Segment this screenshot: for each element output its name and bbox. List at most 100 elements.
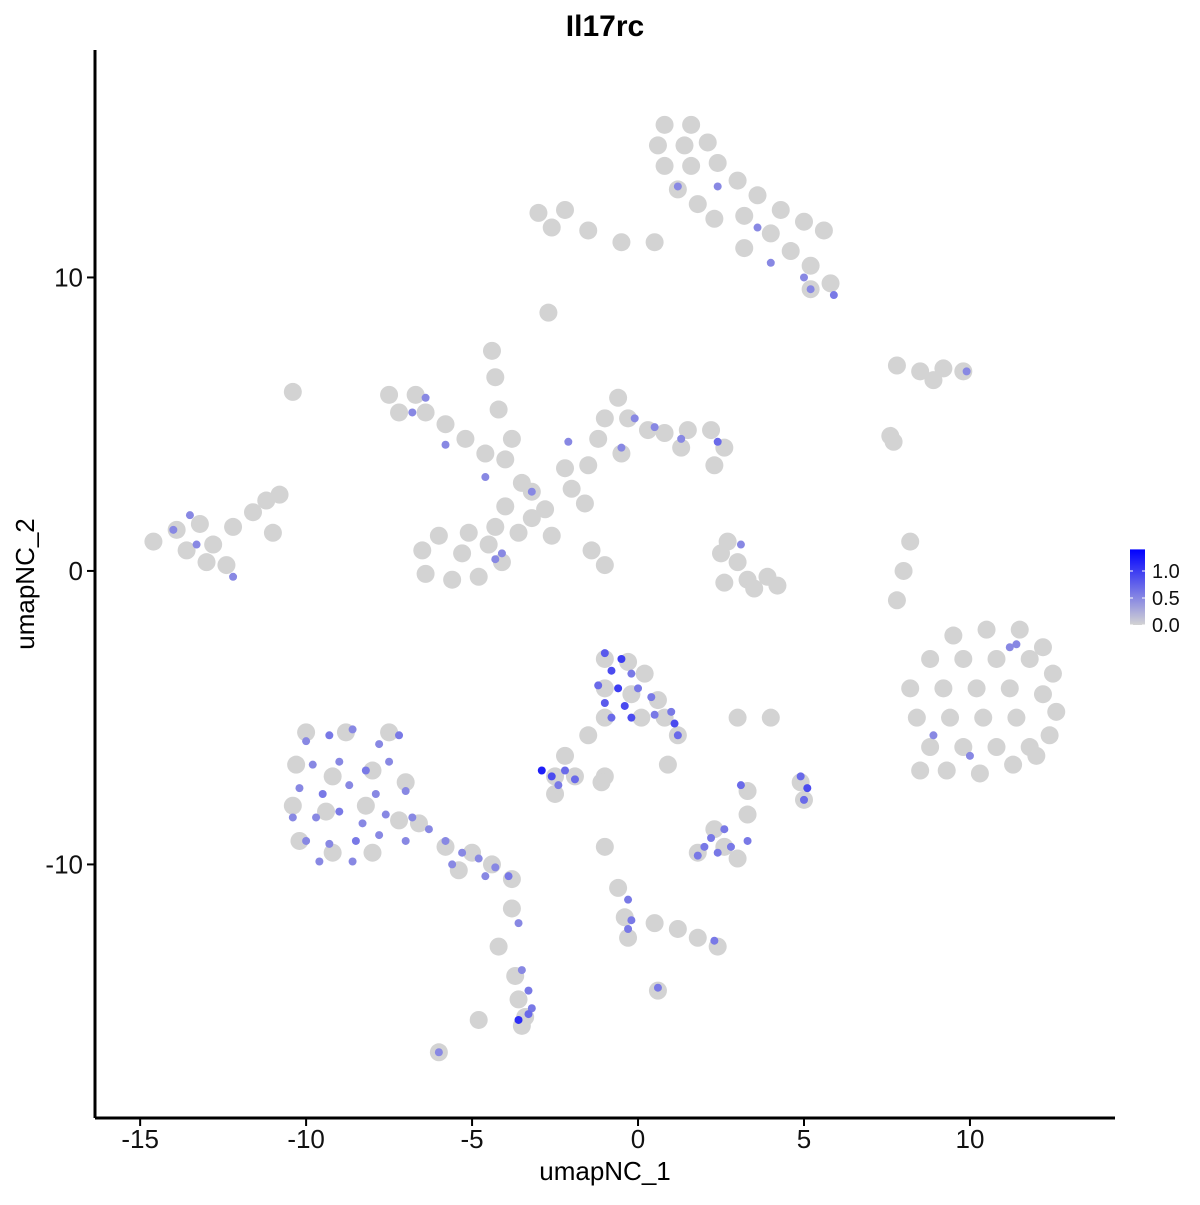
point [380,385,399,404]
point [497,549,506,558]
x-tick-label: -10 [287,1124,325,1154]
point [650,710,659,719]
point [375,831,384,840]
point [655,156,674,175]
point [363,843,382,862]
point [335,757,344,766]
point [443,570,462,589]
point [517,966,526,975]
point [954,649,973,668]
point [144,532,163,551]
point [911,761,930,780]
point [607,713,616,722]
point [546,784,565,803]
point [401,787,410,796]
point [934,679,953,698]
point [401,836,410,845]
point [595,556,614,575]
point [987,649,1006,668]
colorbar-label: 0.5 [1152,588,1180,610]
point [295,784,304,793]
point [453,544,472,563]
point [406,385,425,404]
point [736,540,745,549]
point [318,789,327,798]
point [612,233,631,252]
point [375,740,384,749]
point [514,919,523,928]
point [1033,685,1052,704]
point [416,403,435,422]
point [677,434,686,443]
point [547,772,556,781]
point [612,444,631,463]
point [491,863,500,872]
point [736,781,745,790]
point [768,576,787,595]
point [967,679,986,698]
point [315,857,324,866]
point [829,291,838,300]
point [395,731,404,740]
point [436,837,455,856]
point [672,438,691,457]
point [476,444,495,463]
point [579,726,598,745]
point [429,526,448,545]
point [688,195,707,214]
point [536,500,555,519]
point [728,171,747,190]
point [688,928,707,947]
point [609,878,628,897]
point [735,206,754,225]
point [634,684,643,693]
point [944,626,963,645]
point [481,872,490,881]
colorbar [1130,549,1145,625]
point [682,115,701,134]
point [263,523,282,542]
point [624,924,633,933]
point [705,209,724,228]
point [1043,664,1062,683]
y-tick-label: 10 [54,262,83,292]
point [482,855,501,874]
point [416,564,435,583]
point [728,553,747,572]
point [290,831,309,850]
point [481,473,490,482]
point [482,341,501,360]
point [650,423,659,432]
point [667,707,676,716]
point [542,218,561,237]
point [713,848,722,857]
point [705,820,724,839]
point [801,256,820,275]
point [502,870,521,889]
point [556,459,575,478]
point [607,666,616,675]
point [504,872,513,881]
point [469,1010,488,1029]
point [308,760,317,769]
point [358,819,367,828]
point [177,541,196,560]
point [287,755,306,774]
point [941,708,960,727]
point [489,400,508,419]
point [911,362,930,381]
colorbar-label: 1.0 [1152,561,1180,583]
point [595,649,614,668]
point [668,919,687,938]
point [190,514,209,533]
point [781,242,800,261]
point [728,708,747,727]
point [496,497,515,516]
point [335,807,344,816]
point [673,182,682,191]
point [348,725,357,734]
point [595,708,614,727]
point [434,1048,443,1057]
point [670,719,679,728]
point [579,221,598,240]
